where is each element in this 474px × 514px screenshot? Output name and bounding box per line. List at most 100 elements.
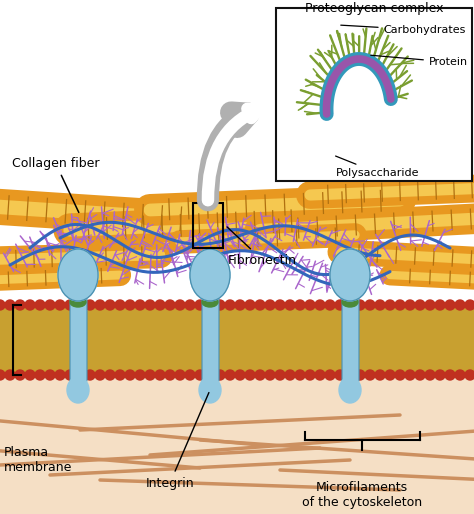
Circle shape — [155, 370, 165, 380]
Ellipse shape — [58, 249, 98, 301]
Circle shape — [295, 370, 305, 380]
Circle shape — [465, 300, 474, 310]
Circle shape — [265, 370, 275, 380]
Circle shape — [125, 370, 135, 380]
Circle shape — [445, 300, 455, 310]
Circle shape — [205, 300, 215, 310]
Circle shape — [75, 300, 85, 310]
Circle shape — [25, 370, 35, 380]
Circle shape — [255, 300, 265, 310]
Circle shape — [175, 370, 185, 380]
Circle shape — [345, 300, 355, 310]
Circle shape — [235, 370, 245, 380]
Circle shape — [115, 300, 125, 310]
Circle shape — [315, 300, 325, 310]
Circle shape — [55, 370, 65, 380]
Circle shape — [445, 370, 455, 380]
FancyBboxPatch shape — [70, 298, 87, 382]
FancyBboxPatch shape — [0, 375, 474, 514]
Ellipse shape — [342, 297, 358, 307]
Ellipse shape — [0, 345, 474, 514]
Circle shape — [215, 300, 225, 310]
Text: Polysaccharide: Polysaccharide — [336, 156, 420, 178]
Circle shape — [45, 370, 55, 380]
Circle shape — [395, 300, 405, 310]
Circle shape — [125, 300, 135, 310]
Circle shape — [155, 300, 165, 310]
Circle shape — [85, 300, 95, 310]
Circle shape — [195, 370, 205, 380]
Circle shape — [465, 370, 474, 380]
Circle shape — [95, 300, 105, 310]
Circle shape — [385, 300, 395, 310]
Circle shape — [275, 300, 285, 310]
Circle shape — [245, 300, 255, 310]
Circle shape — [45, 300, 55, 310]
FancyBboxPatch shape — [0, 305, 474, 375]
Text: Microfilaments
of the cytoskeleton: Microfilaments of the cytoskeleton — [302, 481, 422, 509]
Circle shape — [315, 370, 325, 380]
Circle shape — [105, 300, 115, 310]
Text: Collagen fiber: Collagen fiber — [12, 157, 100, 212]
Circle shape — [185, 300, 195, 310]
Circle shape — [15, 300, 25, 310]
Circle shape — [145, 370, 155, 380]
Circle shape — [65, 300, 75, 310]
Circle shape — [265, 300, 275, 310]
Circle shape — [235, 300, 245, 310]
Circle shape — [405, 300, 415, 310]
Circle shape — [225, 300, 235, 310]
Circle shape — [255, 370, 265, 380]
Ellipse shape — [330, 249, 370, 301]
Circle shape — [375, 300, 385, 310]
Circle shape — [115, 370, 125, 380]
Circle shape — [335, 370, 345, 380]
Circle shape — [385, 370, 395, 380]
Circle shape — [375, 370, 385, 380]
Circle shape — [55, 300, 65, 310]
Circle shape — [365, 300, 375, 310]
Circle shape — [25, 300, 35, 310]
Circle shape — [205, 370, 215, 380]
Circle shape — [165, 370, 175, 380]
Circle shape — [165, 300, 175, 310]
Circle shape — [285, 370, 295, 380]
Ellipse shape — [339, 377, 361, 403]
Circle shape — [345, 370, 355, 380]
Text: Plasma
membrane: Plasma membrane — [4, 446, 73, 474]
Circle shape — [0, 370, 5, 380]
Circle shape — [425, 370, 435, 380]
Circle shape — [435, 370, 445, 380]
Circle shape — [325, 370, 335, 380]
Circle shape — [185, 370, 195, 380]
Circle shape — [415, 370, 425, 380]
Circle shape — [95, 370, 105, 380]
Circle shape — [245, 370, 255, 380]
Circle shape — [5, 300, 15, 310]
Circle shape — [35, 370, 45, 380]
Ellipse shape — [67, 377, 89, 403]
FancyBboxPatch shape — [202, 298, 219, 382]
Ellipse shape — [199, 377, 221, 403]
Circle shape — [325, 300, 335, 310]
Circle shape — [35, 300, 45, 310]
Circle shape — [65, 370, 75, 380]
Circle shape — [15, 370, 25, 380]
Circle shape — [105, 370, 115, 380]
Circle shape — [355, 300, 365, 310]
Text: Proteoglycan complex: Proteoglycan complex — [305, 2, 443, 15]
Circle shape — [305, 300, 315, 310]
Text: Protein: Protein — [371, 55, 468, 67]
Circle shape — [355, 370, 365, 380]
Circle shape — [195, 300, 205, 310]
Circle shape — [365, 370, 375, 380]
Circle shape — [285, 300, 295, 310]
Circle shape — [175, 300, 185, 310]
Circle shape — [225, 370, 235, 380]
Circle shape — [405, 370, 415, 380]
Text: Integrin: Integrin — [146, 393, 209, 489]
Ellipse shape — [70, 297, 86, 307]
FancyBboxPatch shape — [276, 8, 472, 181]
Ellipse shape — [190, 249, 230, 301]
Ellipse shape — [202, 297, 218, 307]
